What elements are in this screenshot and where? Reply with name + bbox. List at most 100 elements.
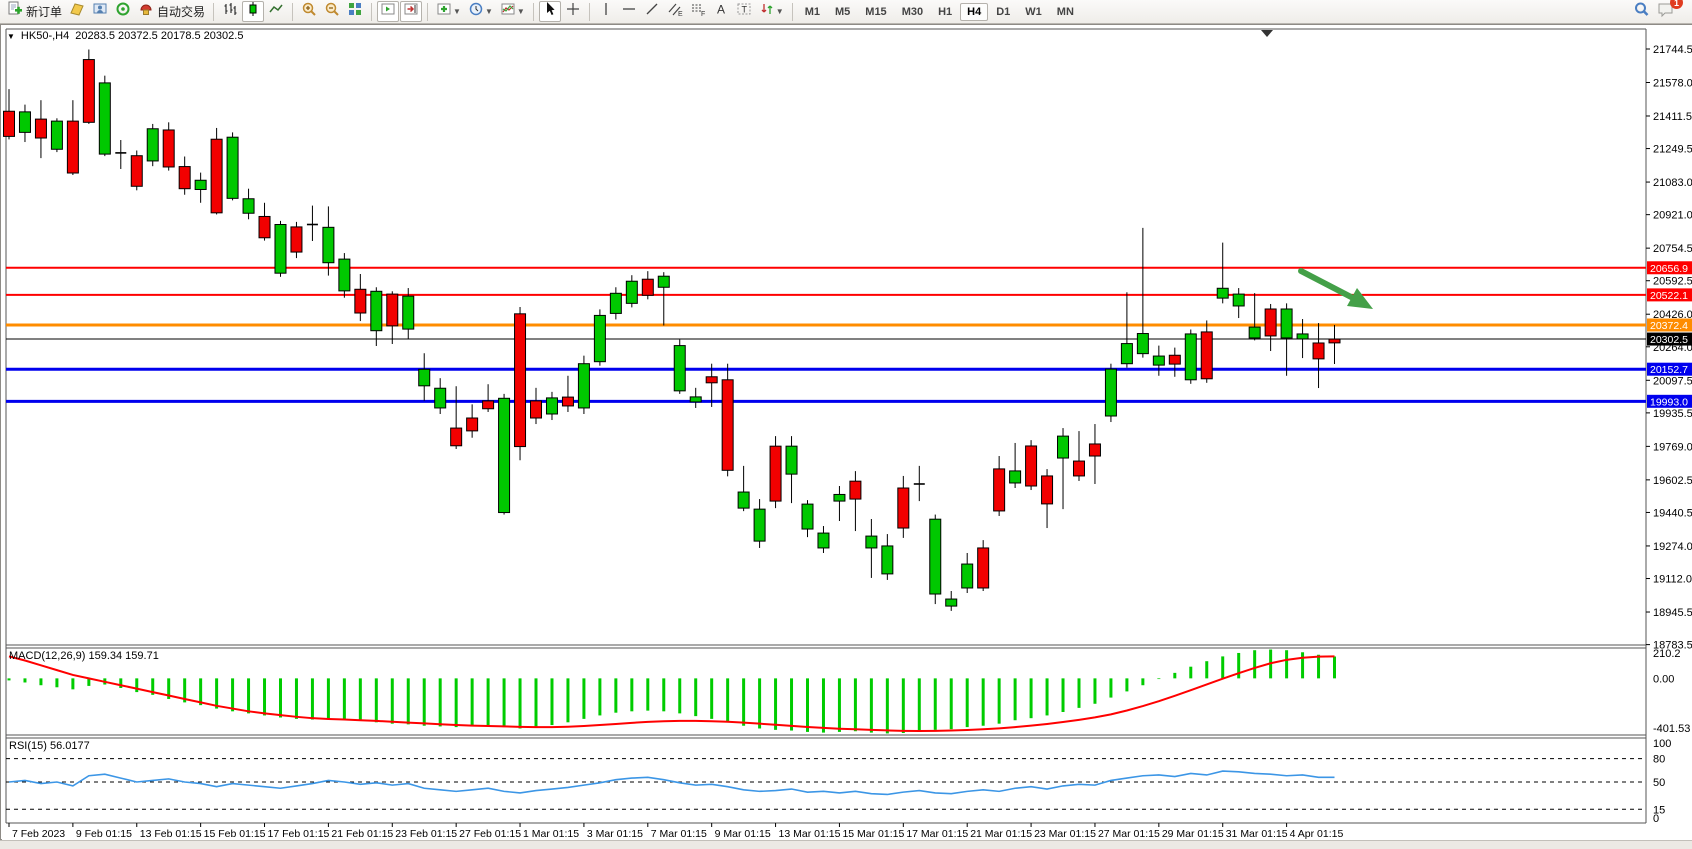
toolbar-separator [371,2,373,21]
time-axis[interactable]: 7 Feb 2023 9 Feb 01:15 13 Feb 01:15 15 Feb … [8,823,1343,840]
svg-text:20921.0: 20921.0 [1653,210,1692,222]
timeframe-w1[interactable]: W1 [1025,5,1042,18]
svg-text:21578.0: 21578.0 [1653,77,1692,89]
svg-text:27 Feb 01:15: 27 Feb 01:15 [459,828,521,840]
svg-text:20592.5: 20592.5 [1653,276,1692,288]
svg-text:21 Mar 01:15: 21 Mar 01:15 [970,828,1032,840]
timeframe-m1[interactable]: M1 [804,5,820,18]
chart-shift-marker[interactable] [1261,30,1273,37]
svg-text:20302.5: 20302.5 [1650,334,1688,346]
chevron-down-icon[interactable]: ▼ [484,7,493,16]
autotrade-button[interactable]: 自动交易 [135,1,208,22]
new-order-label: 新订单 [26,5,63,19]
timeframe-m5[interactable]: M5 [835,5,851,18]
timeframe-h4[interactable]: H4 [960,2,989,21]
auto-scroll-icon [380,1,396,22]
chart-ohlc-values: 20283.5 20372.5 20178.5 20302.5 [75,30,244,42]
price-level-lines[interactable]: 20656.9 20522.1 20372.4 20302.5 20152.7 19993… [6,261,1692,408]
horizontal-line-button[interactable] [618,1,640,22]
svg-text:17 Mar 01:15: 17 Mar 01:15 [906,828,968,840]
cursor-button[interactable] [538,1,561,22]
price-chart[interactable]: 21744.5 21578.0 21411.5 21249.5 21083.0 20921… [1,25,1692,841]
crosshair-button[interactable] [562,1,584,22]
navigator-button[interactable] [89,1,111,22]
clock-icon [468,1,484,22]
svg-text:20097.5: 20097.5 [1653,375,1692,387]
timeframe-h1[interactable]: H1 [938,5,953,18]
level-price-label: 20302.5 [1647,332,1692,346]
periods-button[interactable]: ▼ [465,1,496,22]
svg-text:19935.5: 19935.5 [1653,408,1692,420]
zoom-in-button[interactable] [298,1,320,22]
macd-panel: 210.2 0.00 -401.53 [7,648,1690,735]
chevron-down-icon[interactable]: ▼ [775,7,784,16]
zoom-in-icon [301,1,317,22]
zoom-out-icon [324,1,340,22]
timeframe-d1[interactable]: D1 [996,5,1011,18]
svg-text:7 Feb 2023: 7 Feb 2023 [12,828,65,840]
bar-chart-button[interactable] [219,1,241,22]
svg-text:21249.5: 21249.5 [1653,144,1692,156]
svg-text:29 Mar 01:15: 29 Mar 01:15 [1162,828,1224,840]
chevron-down-icon[interactable]: ▼ [453,7,461,16]
timeframe-m30[interactable]: M30 [901,5,924,18]
tile-windows-button[interactable] [344,1,366,22]
macd-signal-line [8,655,1335,732]
equidistant-channel-button[interactable]: E [664,1,686,22]
toolbar-separator [791,2,793,21]
svg-text:-401.53: -401.53 [1653,723,1690,735]
notification-badge: 1 [1670,0,1683,9]
toolbar-separator [292,2,294,21]
svg-text:F: F [701,11,705,17]
timeframe-m15[interactable]: M15 [865,5,887,18]
search-icon [1633,1,1650,23]
svg-text:20372.4: 20372.4 [1650,320,1688,332]
search-button[interactable] [1630,1,1653,22]
new-order-button[interactable]: 新订单 [4,1,65,22]
trend-arrow-annotation[interactable] [1298,268,1373,309]
svg-text:9 Mar 01:15: 9 Mar 01:15 [715,828,771,840]
chevron-down-icon[interactable]: ▼ [516,7,525,16]
chart-symbol-period: HK50-,H4 [20,30,70,42]
timeframe-mn[interactable]: MN [1056,5,1074,18]
level-price-label: 20522.1 [1647,288,1692,302]
svg-text:18945.5: 18945.5 [1653,607,1692,619]
trendline-button[interactable] [641,1,663,22]
templates-button[interactable]: ▼ [497,1,528,22]
zoom-out-button[interactable] [321,1,343,22]
trendline-icon [644,1,660,22]
strategy-tester-button[interactable] [112,1,134,22]
chevron-down-icon[interactable]: ▼ [7,31,15,41]
svg-text:21744.5: 21744.5 [1653,44,1692,56]
toolbar-separator [588,2,590,21]
candlestick-chart-icon [245,1,261,22]
line-chart-button[interactable] [265,1,287,22]
auto-scroll-button[interactable] [377,1,400,22]
rsi-line [8,770,1335,796]
svg-text:19769.0: 19769.0 [1653,441,1692,453]
svg-text:100: 100 [1653,738,1671,750]
market-watch-icon [69,1,85,22]
chart-shift-icon [403,1,419,22]
svg-text:13 Mar 01:15: 13 Mar 01:15 [779,828,841,840]
horizontal-line-icon [621,1,637,22]
svg-text:21083.0: 21083.0 [1653,177,1692,189]
svg-text:15: 15 [1653,804,1665,816]
text-icon: A [713,1,729,22]
text-button[interactable]: A [710,1,732,22]
fibonacci-icon: F [690,1,706,22]
arrows-tool-button[interactable]: ▼ [756,1,787,22]
rsi-panel: 100 80 50 150 [6,738,1671,825]
candlestick-chart-button[interactable] [242,1,265,22]
notifications-button[interactable]: 1 [1654,0,1683,22]
chart-shift-button[interactable] [400,1,423,22]
svg-text:19112.0: 19112.0 [1653,574,1692,586]
fibonacci-button[interactable]: F [687,1,709,22]
market-watch-button[interactable] [66,1,88,22]
svg-text:15 Feb 01:15: 15 Feb 01:15 [204,828,266,840]
autotrade-label: 自动交易 [157,5,206,19]
vertical-line-button[interactable] [595,1,617,22]
indicators-button[interactable]: ▼ [433,1,464,22]
svg-text:19602.5: 19602.5 [1653,475,1692,487]
